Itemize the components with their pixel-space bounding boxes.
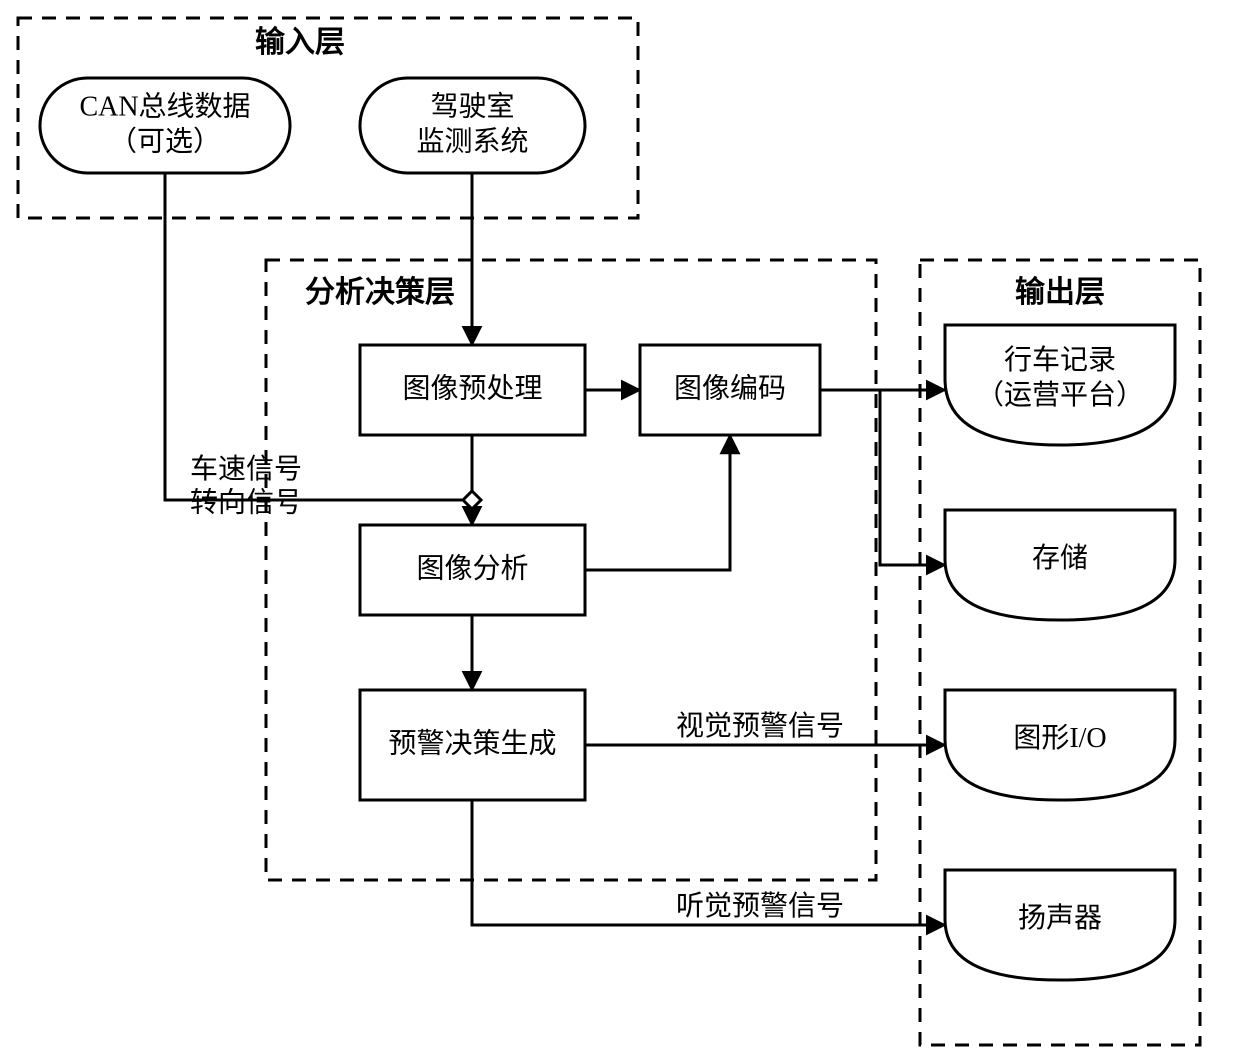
edge-can-to-analyze-label-0: 车速信号 [190, 453, 302, 485]
svg-text:存储: 存储 [1032, 542, 1088, 574]
svg-text:（可选）: （可选） [109, 126, 221, 158]
edge-warn-to-speaker-label: 听觉预警信号 [676, 890, 844, 922]
svg-text:预警决策生成: 预警决策生成 [388, 728, 556, 760]
node-pre-label: 图像预处理 [402, 373, 542, 405]
layer-input-title: 输入层 [255, 26, 345, 59]
svg-text:行车记录: 行车记录 [1004, 344, 1116, 376]
svg-text:监测系统: 监测系统 [416, 126, 528, 158]
node-gio-label: 图形I/O [1013, 722, 1106, 754]
edge-encode-to-store [880, 390, 945, 565]
layer-output-title: 输出层 [1015, 276, 1105, 309]
svg-text:图像编码: 图像编码 [674, 373, 786, 405]
svg-text:扬声器: 扬声器 [1018, 902, 1102, 934]
svg-text:CAN总线数据: CAN总线数据 [79, 91, 250, 123]
node-analyze-label: 图像分析 [416, 553, 528, 585]
svg-text:驾驶室: 驾驶室 [430, 91, 514, 123]
node-warn-label: 预警决策生成 [388, 728, 556, 760]
layer-decision-title: 分析决策层 [305, 275, 455, 309]
node-encode-label: 图像编码 [674, 373, 786, 405]
node-store-label: 存储 [1032, 542, 1088, 574]
edge-can-to-analyze-label-1: 转向信号 [190, 487, 302, 519]
edge-warn-to-gio-label: 视觉预警信号 [676, 710, 844, 742]
svg-text:图像预处理: 图像预处理 [402, 373, 542, 405]
svg-text:图形I/O: 图形I/O [1013, 722, 1106, 754]
node-speaker-label: 扬声器 [1018, 902, 1102, 934]
edge-analyze-to-encode [585, 435, 730, 570]
svg-text:（运营平台）: （运营平台） [976, 379, 1144, 411]
edge-pre-to-analyze-diamond [463, 491, 481, 509]
edge-can-to-analyze [165, 173, 462, 500]
svg-text:图像分析: 图像分析 [416, 553, 528, 585]
